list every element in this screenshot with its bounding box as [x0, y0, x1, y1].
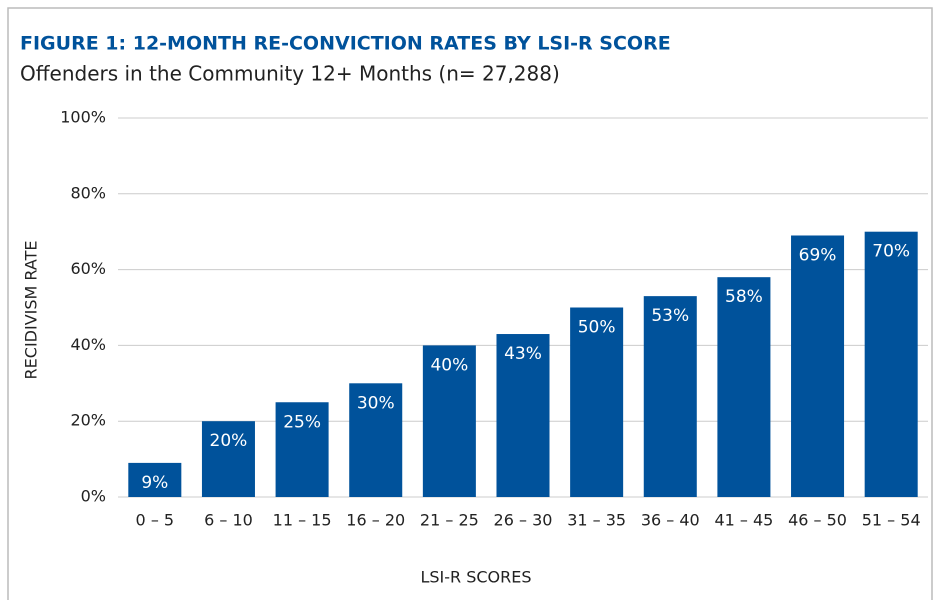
x-tick-label: 41 – 45	[714, 511, 773, 530]
bar	[275, 402, 329, 497]
y-tick-label: 40%	[70, 335, 106, 354]
value-label: 58%	[725, 287, 763, 307]
x-tick-label: 36 – 40	[641, 511, 700, 530]
x-tick-label: 26 – 30	[494, 511, 553, 530]
x-tick-label: 51 – 54	[862, 511, 921, 530]
value-label: 70%	[872, 242, 910, 262]
x-tick-label: 11 – 15	[273, 511, 332, 530]
x-tick-label: 16 – 20	[346, 511, 405, 530]
bar	[496, 334, 550, 497]
x-tick-label: 0 – 5	[136, 511, 175, 530]
x-tick-label: 31 – 35	[567, 511, 626, 530]
value-label: 50%	[578, 318, 616, 338]
bar	[717, 277, 771, 497]
value-label: 43%	[504, 344, 542, 364]
y-tick-label: 60%	[70, 259, 106, 278]
chart-subtitle: Offenders in the Community 12+ Months (n…	[20, 62, 560, 86]
y-tick-label: 100%	[60, 108, 106, 127]
bar	[643, 296, 697, 497]
bar	[128, 462, 182, 497]
y-axis-title: RECIDIVISM RATE	[22, 241, 41, 380]
bar	[791, 235, 845, 498]
x-tick-label: 6 – 10	[204, 511, 253, 530]
value-label: 25%	[283, 412, 321, 432]
value-label: 20%	[210, 431, 248, 451]
bar	[349, 383, 403, 497]
bar	[570, 307, 624, 497]
chart-title: FIGURE 1: 12-MONTH RE-CONVICTION RATES B…	[20, 33, 671, 55]
bar	[201, 421, 255, 497]
x-axis-title: LSI-R SCORES	[420, 568, 531, 587]
value-label: 9%	[141, 473, 168, 493]
value-label: 69%	[799, 245, 837, 265]
value-label: 53%	[651, 306, 689, 326]
y-tick-label: 20%	[70, 411, 106, 430]
bar	[422, 345, 476, 497]
x-tick-label: 21 – 25	[420, 511, 479, 530]
value-label: 30%	[357, 393, 395, 413]
y-tick-label: 80%	[70, 183, 106, 202]
value-label: 40%	[430, 355, 468, 375]
x-tick-label: 46 – 50	[788, 511, 847, 530]
y-tick-label: 0%	[81, 487, 106, 506]
bar	[864, 231, 918, 497]
frame	[7, 7, 933, 600]
